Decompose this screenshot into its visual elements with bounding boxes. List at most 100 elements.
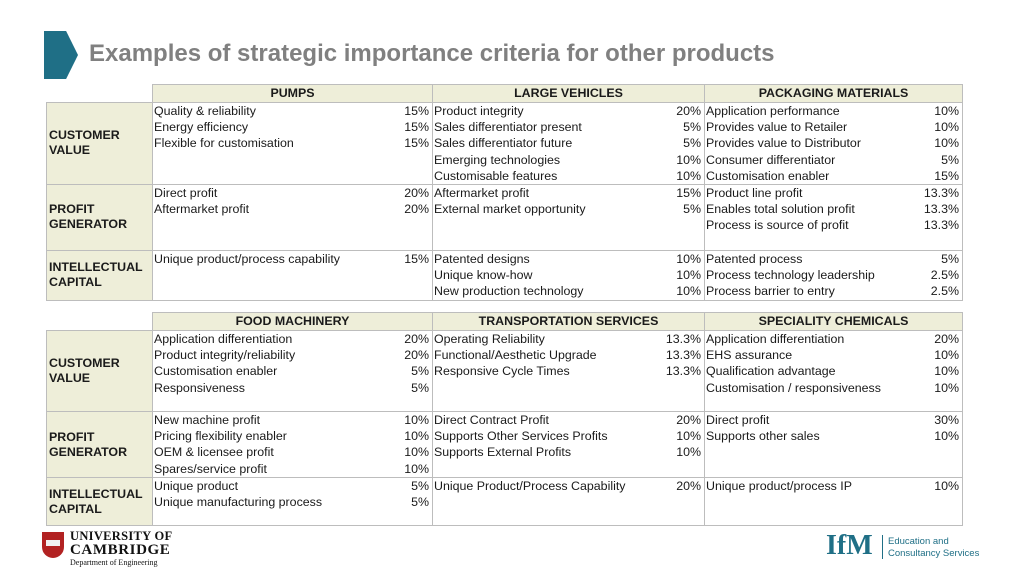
ifm-logo-divider	[882, 535, 883, 559]
criterion-label: Unique product/process capability	[154, 251, 340, 266]
criterion-item: Sales differentiator future 5%	[433, 135, 704, 151]
criterion-item: Product integrity/reliability 20%	[153, 347, 432, 363]
criterion-weight: 5%	[411, 495, 429, 510]
row-header-customer-value: CUSTOMER VALUE	[46, 102, 153, 185]
criterion-weight: 10%	[404, 429, 429, 444]
criterion-item: Product integrity 20%	[433, 103, 704, 119]
criterion-label: Operating Reliability	[434, 332, 545, 346]
criterion-item: Supports External Profits 10%	[433, 444, 704, 460]
cambridge-crest-icon	[42, 532, 64, 558]
criterion-label: Customisable features	[434, 168, 558, 183]
criterion-item: Supports other sales 10%	[705, 428, 962, 444]
criterion-label: Supports External Profits	[434, 445, 572, 460]
criterion-weight: 5%	[683, 202, 701, 217]
criterion-label: Aftermarket profit	[154, 202, 250, 217]
criteria-cell: Unique product/process IP 10%	[704, 477, 963, 526]
criterion-label: Emerging technologies	[434, 152, 561, 167]
criterion-item: EHS assurance 10%	[705, 347, 962, 363]
criteria-cell: Direct Contract Profit 20% Supports Other …	[432, 411, 705, 478]
criterion-label: Flexible for customisation	[154, 136, 294, 151]
criterion-weight: 5%	[411, 479, 429, 493]
criterion-weight: 20%	[676, 413, 701, 427]
criterion-item: Application performance 10%	[705, 103, 962, 119]
criteria-cell: Application differentiation 20% Product in…	[152, 330, 433, 412]
criterion-item: Direct Contract Profit 20%	[433, 412, 704, 428]
criterion-item: Unique product/process IP 10%	[705, 478, 962, 494]
criterion-item: Application differentiation 20%	[705, 331, 962, 347]
criterion-label: Aftermarket profit	[434, 185, 530, 200]
criterion-weight: 13.3%	[665, 332, 701, 346]
criterion-item: Unique Product/Process Capability 20%	[433, 478, 704, 494]
criterion-label: Application differentiation	[154, 332, 293, 346]
criterion-label: Sales differentiator present	[434, 120, 582, 135]
criteria-cell: Unique product 5% Unique manufacturing pro…	[152, 477, 433, 526]
ifm-logo-mark: IfM	[826, 530, 873, 561]
criteria-table-2: FOOD MACHINERY TRANSPORTATION SERVICES S…	[46, 312, 963, 526]
criteria-table-1: PUMPS LARGE VEHICLES PACKAGING MATERIALS…	[46, 84, 963, 301]
criterion-weight: 10%	[934, 120, 959, 135]
criterion-weight: 2.5%	[930, 284, 959, 299]
criterion-label: Patented process	[706, 251, 803, 266]
criterion-label: Supports other sales	[706, 429, 820, 444]
criterion-weight: 15%	[404, 251, 429, 266]
criteria-cell: Operating Reliability 13.3% Functional/Aes…	[432, 330, 705, 412]
criterion-item: Product line profit 13.3%	[705, 185, 962, 201]
criterion-label: Customisation enabler	[706, 168, 830, 183]
criterion-item: Consumer differentiator 5%	[705, 152, 962, 168]
criterion-weight: 10%	[676, 284, 701, 299]
criterion-item: Process is source of profit 13.3%	[705, 217, 962, 233]
criterion-weight: 13.3%	[923, 218, 959, 233]
criterion-weight: 15%	[404, 136, 429, 151]
page-title: Examples of strategic importance criteri…	[89, 40, 775, 67]
criterion-weight: 10%	[676, 168, 701, 183]
column-header: PUMPS	[152, 84, 433, 103]
criterion-label: EHS assurance	[706, 348, 793, 363]
criterion-weight: 10%	[934, 429, 959, 444]
criterion-item: Qualification advantage 10%	[705, 363, 962, 379]
criterion-item: Aftermarket profit 20%	[153, 201, 432, 217]
criterion-weight: 15%	[676, 185, 701, 200]
criterion-item: Functional/Aesthetic Upgrade 13.3%	[433, 347, 704, 363]
criterion-item: External market opportunity 5%	[433, 201, 704, 217]
criterion-weight: 5%	[411, 364, 429, 379]
criterion-label: Responsiveness	[154, 380, 245, 395]
header-row: FOOD MACHINERY TRANSPORTATION SERVICES S…	[46, 312, 963, 331]
row-header-profit-generator: PROFIT GENERATOR	[46, 411, 153, 478]
customer-value-row: CUSTOMER VALUE Application differentiati…	[46, 330, 963, 412]
criterion-weight: 20%	[404, 185, 429, 200]
criterion-item: Direct profit 30%	[705, 412, 962, 428]
criterion-weight: 5%	[411, 380, 429, 395]
criterion-item: Customisation / responsiveness 10%	[705, 380, 962, 396]
criterion-label: Direct profit	[154, 185, 218, 200]
title-accent-arrow	[44, 31, 78, 79]
criterion-label: Pricing flexibility enabler	[154, 429, 287, 444]
criterion-label: Functional/Aesthetic Upgrade	[434, 348, 597, 363]
criterion-label: New machine profit	[154, 413, 261, 427]
criterion-item: Process barrier to entry 2.5%	[705, 283, 962, 299]
criterion-weight: 30%	[934, 413, 959, 427]
criterion-weight: 10%	[934, 380, 959, 395]
criterion-weight: 10%	[676, 445, 701, 460]
criteria-cell: Application performance 10% Provides value…	[704, 102, 963, 185]
criterion-item: OEM & licensee profit 10%	[153, 444, 432, 460]
criterion-weight: 20%	[676, 104, 701, 118]
cambridge-logo-line3: Department of Engineering	[70, 558, 158, 567]
row-header-customer-value: CUSTOMER VALUE	[46, 330, 153, 412]
criterion-label: Responsive Cycle Times	[434, 364, 570, 379]
criterion-weight: 15%	[404, 120, 429, 135]
criterion-label: Direct Contract Profit	[434, 413, 549, 427]
criterion-label: Unique product/process IP	[706, 479, 853, 493]
criterion-item: Enables total solution profit 13.3%	[705, 201, 962, 217]
column-header: PACKAGING MATERIALS	[704, 84, 963, 103]
ifm-logo-line1: Education and	[888, 536, 949, 547]
criterion-weight: 10%	[934, 348, 959, 363]
criterion-weight: 20%	[404, 332, 429, 346]
criterion-item: Customisation enabler 15%	[705, 168, 962, 184]
criterion-item: New production technology 10%	[433, 283, 704, 299]
criteria-cell: Product line profit 13.3% Enables total so…	[704, 183, 963, 251]
criterion-item: Unique product 5%	[153, 478, 432, 494]
criterion-label: Spares/service profit	[154, 461, 267, 476]
criteria-cell: Unique product/process capability 15%	[152, 249, 433, 301]
criterion-label: Supports Other Services Profits	[434, 429, 608, 444]
profit-generator-row: PROFIT GENERATOR Direct profit 20% Afterma…	[46, 183, 963, 251]
